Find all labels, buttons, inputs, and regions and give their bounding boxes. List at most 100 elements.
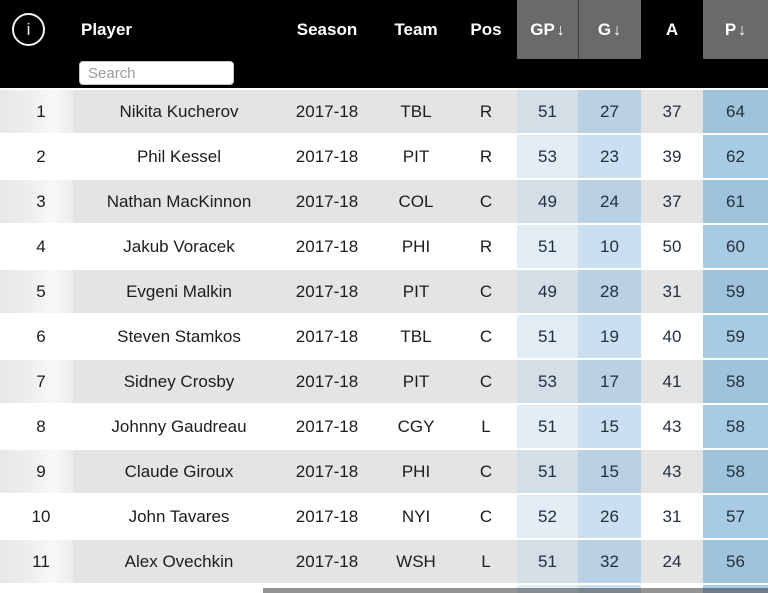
p-cell: 64 xyxy=(703,90,768,133)
rank-cell: 9 xyxy=(0,450,73,493)
column-label: G xyxy=(597,19,612,39)
gp-cell: 49 xyxy=(517,180,578,223)
player-cell: Claude Giroux xyxy=(124,461,234,481)
rank-cell: 6 xyxy=(36,326,46,346)
table-row[interactable]: 4 Jakub Voracek 2017-18 PHI R 51 10 50 6… xyxy=(0,223,768,268)
rank-cell: 11 xyxy=(0,540,73,583)
pos-cell: L xyxy=(481,551,491,571)
column-header-team[interactable]: Team xyxy=(377,0,455,59)
team-cell: PHI xyxy=(401,461,431,481)
player-cell: Nikita Kucherov xyxy=(119,101,239,121)
column-header-a[interactable]: A xyxy=(641,0,703,59)
a-cell: 41 xyxy=(662,371,682,391)
a-cell: 50 xyxy=(662,236,682,256)
gp-cell: 53 xyxy=(517,360,578,403)
column-header-season[interactable]: Season xyxy=(277,0,377,59)
g-cell: 26 xyxy=(578,495,641,538)
player-cell: John Tavares xyxy=(128,506,230,526)
p-cell: 58 xyxy=(703,360,768,403)
team-cell: TBL xyxy=(400,326,432,346)
table-row[interactable]: 1 Nikita Kucherov 2017-18 TBL R 51 27 37… xyxy=(0,88,768,133)
column-header-g[interactable]: G ↓ xyxy=(578,0,641,59)
table-header: Player Season Team Pos GP ↓ G ↓ A xyxy=(0,0,768,88)
search-input[interactable] xyxy=(79,61,234,85)
pos-cell: C xyxy=(479,371,493,391)
g-cell: 28 xyxy=(578,270,641,313)
season-cell: 2017-18 xyxy=(295,326,359,346)
a-cell: 39 xyxy=(662,146,682,166)
player-cell: Sidney Crosby xyxy=(123,371,235,391)
a-cell: 40 xyxy=(662,326,682,346)
table-row[interactable]: 11 Alex Ovechkin 2017-18 WSH L 51 32 24 … xyxy=(0,538,768,583)
player-cell: Nathan MacKinnon xyxy=(106,191,252,211)
table-row[interactable]: 3 Nathan MacKinnon 2017-18 COL C 49 24 3… xyxy=(0,178,768,223)
p-cell: 56 xyxy=(703,540,768,583)
a-cell: 24 xyxy=(662,551,682,571)
gp-cell: 52 xyxy=(517,495,578,538)
pos-cell: R xyxy=(479,236,493,256)
rank-cell: 10 xyxy=(31,506,51,526)
pos-cell: R xyxy=(479,146,493,166)
a-cell: 43 xyxy=(662,416,682,436)
column-label: Season xyxy=(296,19,358,39)
gp-cell: 51 xyxy=(517,540,578,583)
season-cell: 2017-18 xyxy=(295,191,359,211)
table-row[interactable]: 9 Claude Giroux 2017-18 PHI C 51 15 43 5… xyxy=(0,448,768,493)
g-cell: 10 xyxy=(578,225,641,268)
player-cell: Johnny Gaudreau xyxy=(111,416,247,436)
team-cell: TBL xyxy=(400,101,432,121)
team-cell: PIT xyxy=(402,146,430,166)
p-cell: 58 xyxy=(703,450,768,493)
bottom-shadow xyxy=(263,588,768,593)
pos-cell: R xyxy=(479,101,493,121)
column-header-pos[interactable]: Pos xyxy=(455,0,517,59)
table-row[interactable]: 5 Evgeni Malkin 2017-18 PIT C 49 28 31 5… xyxy=(0,268,768,313)
column-header-player[interactable]: Player xyxy=(73,0,277,59)
team-cell: CGY xyxy=(397,416,435,436)
rank-cell xyxy=(0,585,73,593)
pos-cell: C xyxy=(479,281,493,301)
season-cell: 2017-18 xyxy=(295,281,359,301)
season-cell: 2017-18 xyxy=(295,236,359,256)
column-label: Pos xyxy=(470,19,502,39)
table-row[interactable]: 8 Johnny Gaudreau 2017-18 CGY L 51 15 43… xyxy=(0,403,768,448)
column-header-row: Player Season Team Pos GP ↓ G ↓ A xyxy=(0,0,768,59)
a-cell: 31 xyxy=(662,506,682,526)
season-cell: 2017-18 xyxy=(295,416,359,436)
a-cell: 37 xyxy=(662,191,682,211)
sort-desc-icon: ↓ xyxy=(613,21,622,39)
p-cell: 61 xyxy=(703,180,768,223)
rank-cell: 3 xyxy=(0,180,73,223)
gp-cell: 51 xyxy=(517,225,578,268)
table-row[interactable]: 2 Phil Kessel 2017-18 PIT R 53 23 39 62 xyxy=(0,133,768,178)
column-header-p[interactable]: P ↓ xyxy=(703,0,768,59)
column-header-gp[interactable]: GP ↓ xyxy=(517,0,578,59)
p-cell: 58 xyxy=(703,405,768,448)
season-cell: 2017-18 xyxy=(295,146,359,166)
player-cell: Jakub Voracek xyxy=(123,236,235,256)
rank-cell: 8 xyxy=(36,416,46,436)
column-label: P xyxy=(724,19,737,39)
table-row[interactable]: 10 John Tavares 2017-18 NYI C 52 26 31 5… xyxy=(0,493,768,538)
p-cell: 62 xyxy=(703,135,768,178)
table-row[interactable]: 7 Sidney Crosby 2017-18 PIT C 53 17 41 5… xyxy=(0,358,768,403)
team-cell: NYI xyxy=(401,506,431,526)
g-cell: 15 xyxy=(578,450,641,493)
pos-cell: C xyxy=(479,506,493,526)
g-cell: 32 xyxy=(578,540,641,583)
rank-cell: 7 xyxy=(0,360,73,403)
pos-cell: C xyxy=(479,461,493,481)
season-cell: 2017-18 xyxy=(295,371,359,391)
a-cell: 31 xyxy=(662,281,682,301)
gp-cell: 53 xyxy=(517,135,578,178)
sort-desc-icon: ↓ xyxy=(738,21,747,39)
table-row[interactable]: 6 Steven Stamkos 2017-18 TBL C 51 19 40 … xyxy=(0,313,768,358)
a-cell: 43 xyxy=(662,461,682,481)
gp-cell: 49 xyxy=(517,270,578,313)
info-icon[interactable]: i xyxy=(12,13,45,46)
g-cell: 27 xyxy=(578,90,641,133)
gp-cell: 51 xyxy=(517,315,578,358)
team-cell: PIT xyxy=(402,371,430,391)
player-cell: Steven Stamkos xyxy=(117,326,241,346)
